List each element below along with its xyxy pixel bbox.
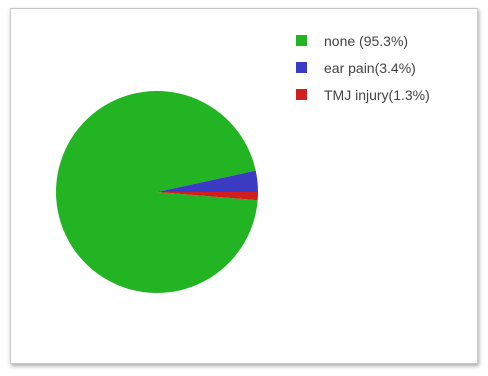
legend-label-none: none (95.3%) [324, 33, 408, 49]
legend-label-tmj-injury: TMJ injury(1.3%) [324, 87, 430, 103]
legend-label-ear-pain: ear pain(3.4%) [324, 60, 416, 76]
chart-legend: none (95.3%) ear pain(3.4%) TMJ injury(1… [296, 33, 430, 103]
legend-swatch-tmj-injury [296, 89, 307, 100]
legend-item-ear-pain[interactable]: ear pain(3.4%) [296, 60, 416, 76]
pie-slice-none[interactable] [56, 91, 258, 294]
pie-slices [56, 91, 258, 294]
legend-item-tmj-injury[interactable]: TMJ injury(1.3%) [296, 87, 430, 103]
legend-swatch-none [296, 35, 307, 46]
pie-slice-tmj-injury[interactable] [157, 192, 258, 201]
legend-item-none[interactable]: none (95.3%) [296, 33, 408, 49]
legend-swatch-ear-pain [296, 62, 307, 73]
pie-slice-ear-pain[interactable] [157, 170, 258, 192]
